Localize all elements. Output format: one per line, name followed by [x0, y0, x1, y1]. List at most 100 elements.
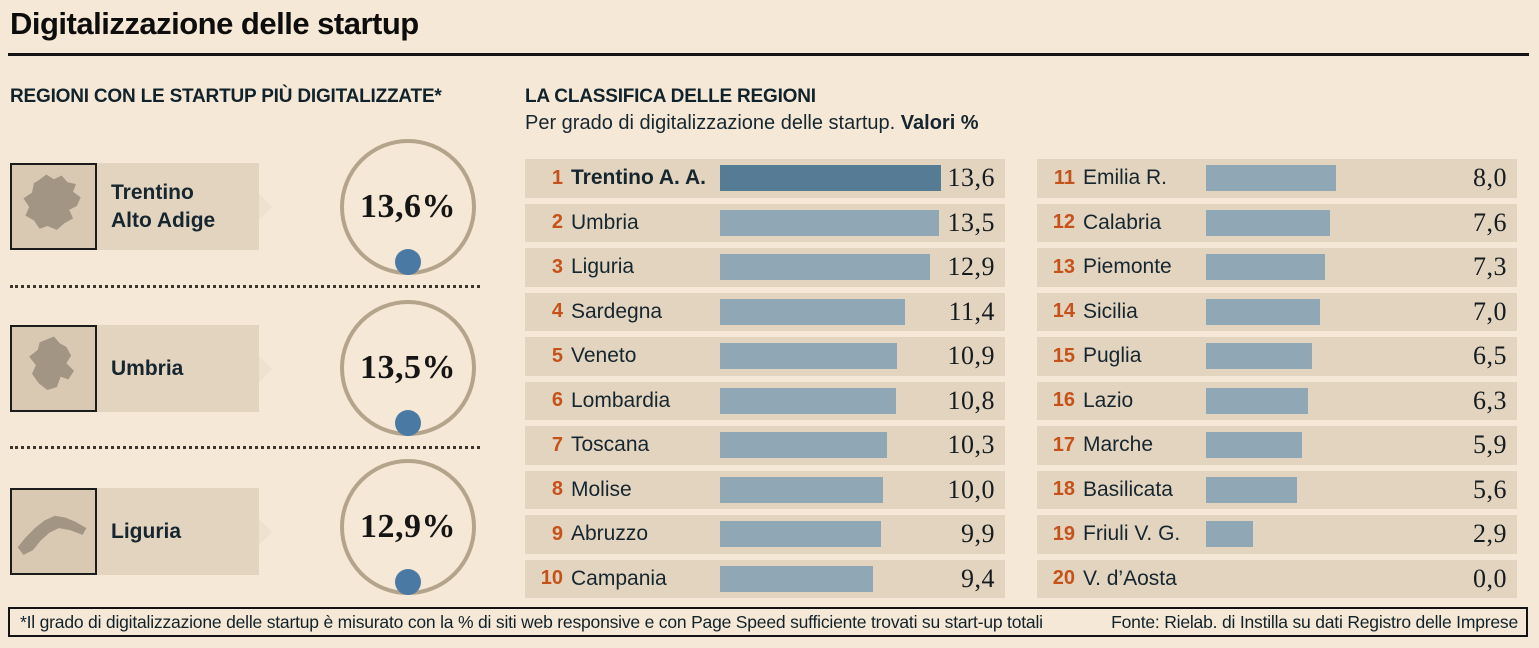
- rank-value: 10,0: [947, 474, 995, 504]
- dotted-separator: [10, 446, 480, 449]
- rank-number: 4: [551, 300, 563, 323]
- page-title: Digitalizzazione delle startup: [10, 6, 419, 41]
- percentage-value: 13,5%: [360, 349, 456, 386]
- rank-region-name: Puglia: [1083, 344, 1142, 368]
- rank-bar: [720, 432, 887, 458]
- rank-region-name: Marche: [1083, 433, 1154, 457]
- rank-row: 14 Sicilia 7,0: [1037, 292, 1517, 331]
- region-name: Alto Adige: [111, 208, 216, 232]
- rank-bar: [1206, 165, 1336, 191]
- rank-region-name: Veneto: [571, 344, 637, 368]
- rank-bar: [1206, 343, 1312, 369]
- rank-bar: [1206, 254, 1325, 280]
- rank-row: 4 Sardegna 11,4: [525, 292, 1005, 331]
- rank-region-name: Sardegna: [571, 299, 663, 323]
- rank-region-name: Calabria: [1083, 210, 1162, 234]
- rank-number: 9: [551, 522, 563, 545]
- rank-row: 10 Campania 9,4: [525, 559, 1005, 598]
- rank-value: 10,3: [947, 430, 995, 460]
- rank-value: 12,9: [947, 252, 995, 282]
- rank-row: 16 Lazio 6,3: [1037, 381, 1517, 420]
- rank-number: 1: [551, 166, 563, 189]
- rank-row: 5 Veneto 10,9: [525, 337, 1005, 376]
- rank-bar: [1206, 476, 1297, 503]
- rank-row: 8 Molise 10,0: [525, 470, 1005, 509]
- rank-bar: [720, 565, 873, 592]
- rank-bar: [720, 476, 883, 503]
- rank-bar: [720, 343, 897, 369]
- rank-bar: [720, 254, 930, 280]
- rank-number: 18: [1052, 478, 1075, 501]
- rank-value: 0,0: [1473, 563, 1507, 593]
- ranking-subtitle-bold: Valori %: [900, 112, 979, 134]
- ranking-subtitle-text: Per grado di digitalizzazione delle star…: [525, 112, 901, 134]
- rank-bar: [1206, 432, 1302, 458]
- rank-bar: [720, 521, 881, 547]
- rank-bar: [1206, 209, 1330, 236]
- rank-region-name: Toscana: [571, 433, 650, 457]
- percentage-value: 12,9%: [360, 508, 456, 545]
- rank-number: 11: [1053, 166, 1075, 189]
- featured-heading: REGIONI CON LE STARTUP PIÙ DIGITALIZZATE…: [10, 86, 442, 107]
- rank-bar: [1206, 387, 1308, 414]
- rank-region-name: Campania: [571, 566, 667, 590]
- rank-bar: [720, 387, 896, 414]
- rank-row: 13 Piemonte 7,3: [1037, 248, 1517, 287]
- rank-row: 12 Calabria 7,6: [1037, 203, 1517, 242]
- label-arrow-icon: [259, 518, 272, 545]
- rank-region-name: Friuli V. G.: [1083, 522, 1181, 546]
- gauge-dot-icon: [395, 249, 421, 275]
- rank-value: 10,8: [947, 385, 995, 415]
- rank-region-name: Lombardia: [571, 388, 671, 412]
- rank-region-name: Umbria: [571, 210, 639, 234]
- rank-row: 7 Toscana 10,3: [525, 426, 1005, 465]
- rank-region-name: Liguria: [571, 255, 635, 279]
- rank-region-name: Trentino A. A.: [571, 166, 706, 190]
- rank-region-name: Emilia R.: [1083, 166, 1168, 190]
- umbria-map-icon: [29, 336, 75, 390]
- label-arrow-icon: [259, 193, 272, 220]
- rank-value: 6,3: [1473, 385, 1507, 415]
- rank-region-name: V. d’Aosta: [1083, 566, 1177, 590]
- region-label: Trentino Alto Adige: [97, 163, 259, 250]
- rank-number: 13: [1052, 255, 1075, 278]
- featured-region-item: Trentino Alto Adige: [10, 163, 480, 250]
- rank-row: 18 Basilicata 5,6: [1037, 470, 1517, 509]
- region-name: Trentino: [111, 181, 194, 205]
- ranking-column-1: 1 Trentino A. A. 13,6 2 Umbria 13,5 3 Liguria 12…: [525, 159, 1005, 604]
- rank-row: 3 Liguria 12,9: [525, 248, 1005, 287]
- rank-row: 20 V. d’Aosta 0,0: [1037, 559, 1517, 598]
- rank-row: 11 Emilia R. 8,0: [1037, 159, 1517, 198]
- rank-number: 15: [1052, 344, 1075, 367]
- percentage-circle: 12,9%: [340, 459, 476, 595]
- rank-value: 5,6: [1473, 474, 1507, 504]
- rank-bar: [720, 165, 941, 191]
- rank-region-name: Abruzzo: [571, 522, 649, 546]
- gauge-dot-icon: [395, 569, 421, 595]
- region-map-thumbnail: [10, 488, 97, 575]
- dotted-separator: [10, 285, 480, 288]
- region-label: Liguria: [97, 488, 259, 575]
- footnote: *Il grado di digitalizzazione delle star…: [20, 611, 1043, 632]
- trentino-alto-adige-map-icon: [23, 174, 81, 230]
- rank-value: 9,4: [961, 563, 995, 593]
- footnote-bar: *Il grado di digitalizzazione delle star…: [8, 607, 1528, 637]
- rank-number: 19: [1052, 522, 1075, 545]
- rank-bar: [720, 298, 905, 325]
- rank-number: 2: [551, 211, 563, 234]
- rank-number: 12: [1052, 211, 1075, 234]
- rank-number: 3: [551, 255, 563, 278]
- rank-number: 14: [1052, 300, 1075, 323]
- rank-value: 13,5: [947, 207, 995, 237]
- rank-row: 1 Trentino A. A. 13,6: [525, 159, 1005, 198]
- rank-value: 10,9: [947, 341, 995, 371]
- rank-number: 16: [1052, 389, 1075, 412]
- region-name: Umbria: [111, 356, 184, 380]
- rank-value: 5,9: [1473, 430, 1507, 460]
- rank-number: 10: [540, 567, 563, 590]
- region-label: Umbria: [97, 325, 259, 412]
- rank-value: 7,3: [1473, 252, 1507, 282]
- rank-number: 5: [551, 344, 563, 367]
- percentage-value: 13,6%: [360, 188, 456, 225]
